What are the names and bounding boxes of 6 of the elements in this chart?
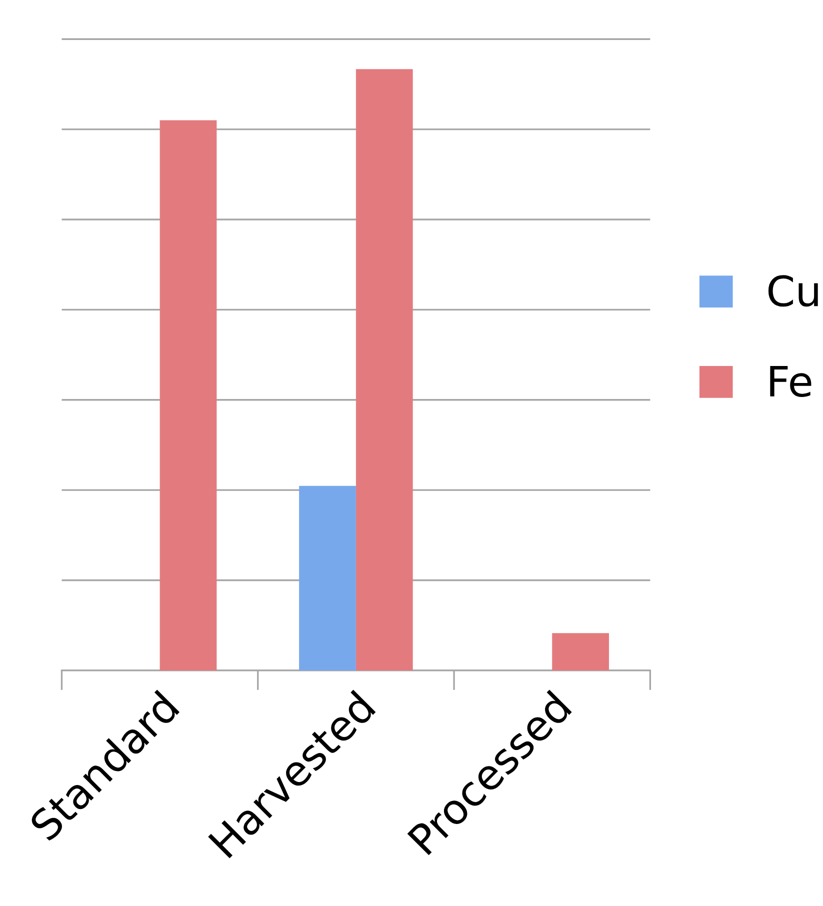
legend-label: Cu <box>768 275 818 307</box>
bar <box>552 633 609 670</box>
legend-label: Fe <box>770 366 812 398</box>
bar <box>160 120 217 670</box>
bar <box>356 69 413 670</box>
bar <box>299 486 356 670</box>
